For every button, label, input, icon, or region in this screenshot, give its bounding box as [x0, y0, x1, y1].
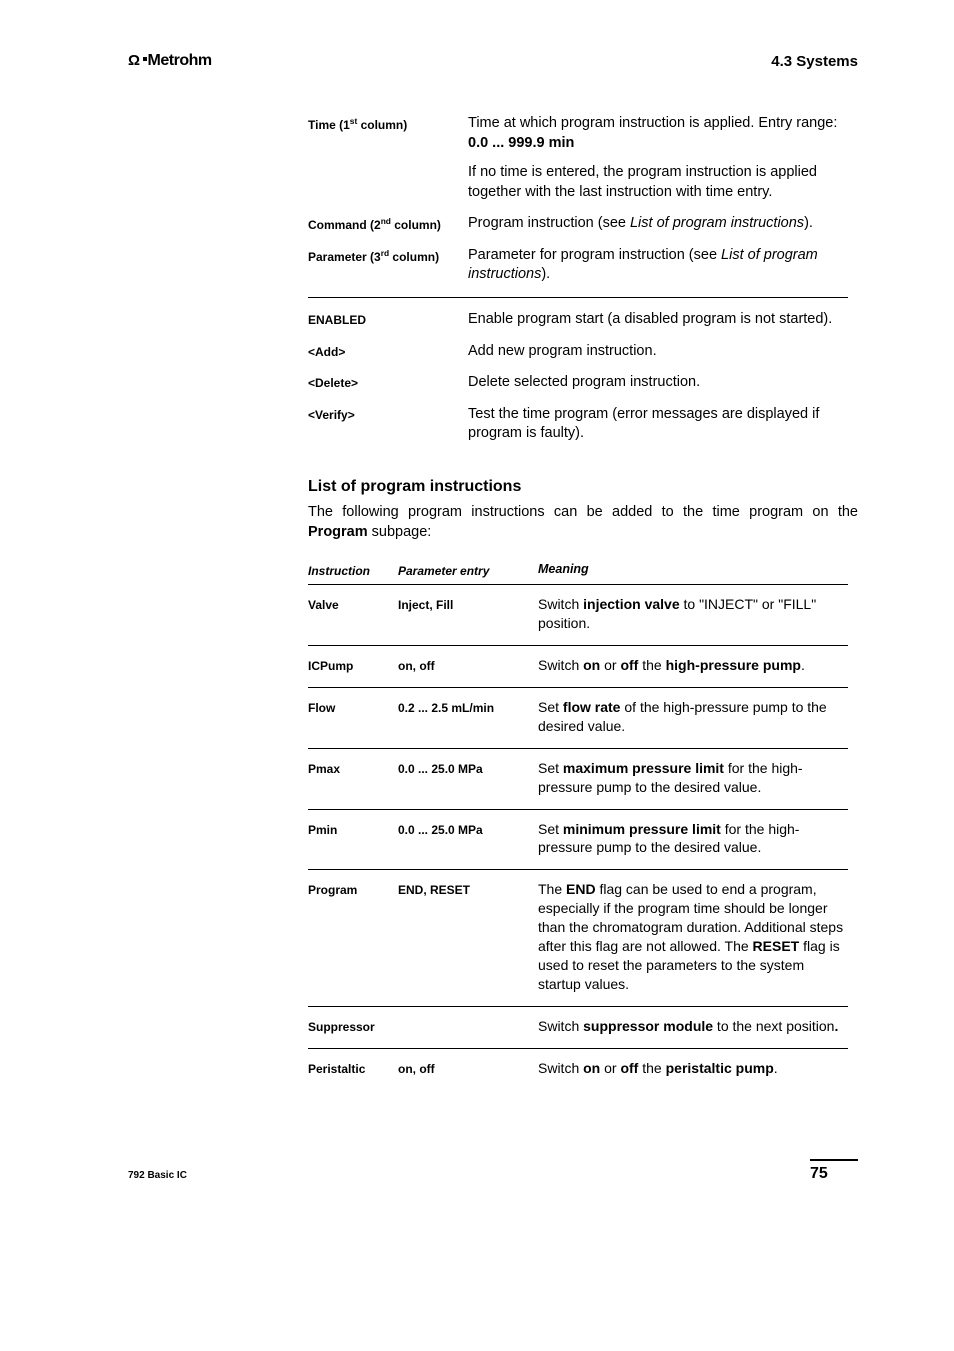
logo-dot-icon [143, 57, 147, 61]
cell-parameter [398, 1017, 538, 1036]
definition-row: Command (2nd column)Program instruction … [308, 214, 848, 234]
cell-meaning: The END flag can be used to end a progra… [538, 880, 848, 993]
table-row: ICPumpon, offSwitch on or off the high-p… [308, 645, 848, 687]
definition-description: Time at which program instruction is app… [468, 114, 848, 202]
section-reference: 4.3 Systems [771, 53, 858, 70]
definition-row: ENABLEDEnable program start (a disabled … [308, 310, 848, 330]
table-row: ProgramEND, RESETThe END flag can be use… [308, 869, 848, 1005]
page-header: Ω Metrohm 4.3 Systems [128, 52, 858, 70]
table-row: ValveInject, FillSwitch injection valve … [308, 584, 848, 645]
main-content: Time (1st column)Time at which program i… [128, 114, 858, 1089]
cell-instruction: Flow [308, 698, 398, 736]
definition-description: Add new program instruction. [468, 342, 848, 362]
table-row: Peristalticon, offSwitch on or off the p… [308, 1048, 848, 1090]
table-row: Pmax0.0 ... 25.0 MPaSet maximum pressure… [308, 748, 848, 809]
col-header-meaning: Meaning [538, 562, 848, 578]
footer-page-block: 75 [810, 1159, 858, 1183]
section-intro: The following program instructions can b… [308, 502, 858, 543]
cell-parameter: Inject, Fill [398, 595, 538, 633]
cell-instruction: Program [308, 880, 398, 993]
page-footer: 792 Basic IC 75 [128, 1159, 858, 1183]
instructions-table: Instruction Parameter entry Meaning Valv… [308, 562, 848, 1089]
cell-meaning: Switch injection valve to "INJECT" or "F… [538, 595, 848, 633]
cell-meaning: Switch on or off the high-pressure pump. [538, 656, 848, 675]
cell-instruction: Suppressor [308, 1017, 398, 1036]
definition-row: Time (1st column)Time at which program i… [308, 114, 848, 202]
table-row: Flow0.2 ... 2.5 mL/minSet flow rate of t… [308, 687, 848, 748]
table-row: Pmin0.0 ... 25.0 MPaSet minimum pressure… [308, 809, 848, 870]
footer-doc-title: 792 Basic IC [128, 1170, 187, 1181]
definition-description: Enable program start (a disabled program… [468, 310, 848, 330]
definition-row: <Verify>Test the time program (error mes… [308, 405, 848, 444]
brand-logo: Ω Metrohm [128, 52, 212, 70]
definition-divider [308, 297, 848, 298]
footer-rule [810, 1159, 858, 1161]
cell-instruction: ICPump [308, 656, 398, 675]
table-row: Suppressor Switch suppressor module to th… [308, 1006, 848, 1048]
col-header-instruction: Instruction [308, 562, 398, 578]
cell-instruction: Pmin [308, 820, 398, 858]
definition-term: Parameter (3rd column) [308, 246, 468, 285]
page: Ω Metrohm 4.3 Systems Time (1st column)Ti… [0, 0, 954, 1223]
cell-instruction: Valve [308, 595, 398, 633]
definition-row: <Delete>Delete selected program instruct… [308, 373, 848, 393]
definition-term: <Delete> [308, 373, 468, 393]
cell-instruction: Pmax [308, 759, 398, 797]
definition-term: Time (1st column) [308, 114, 468, 202]
brand-name: Metrohm [148, 52, 212, 70]
cell-parameter: 0.0 ... 25.0 MPa [398, 820, 538, 858]
cell-meaning: Set flow rate of the high-pressure pump … [538, 698, 848, 736]
section-heading: List of program instructions [308, 478, 858, 496]
definition-description: Test the time program (error messages ar… [468, 405, 848, 444]
definition-list: Time (1st column)Time at which program i… [308, 114, 848, 444]
page-number: 75 [810, 1165, 828, 1182]
definition-row: Parameter (3rd column)Parameter for prog… [308, 246, 848, 285]
cell-meaning: Set maximum pressure limit for the high-… [538, 759, 848, 797]
definition-term: <Add> [308, 342, 468, 362]
definition-row: <Add>Add new program instruction. [308, 342, 848, 362]
cell-parameter: END, RESET [398, 880, 538, 993]
cell-parameter: on, off [398, 656, 538, 675]
definition-term: Command (2nd column) [308, 214, 468, 234]
cell-instruction: Peristaltic [308, 1059, 398, 1078]
definition-term: ENABLED [308, 310, 468, 330]
cell-parameter: on, off [398, 1059, 538, 1078]
omega-icon: Ω [128, 52, 140, 69]
cell-meaning: Switch on or off the peristaltic pump. [538, 1059, 848, 1078]
cell-meaning: Set minimum pressure limit for the high-… [538, 820, 848, 858]
definition-term: <Verify> [308, 405, 468, 444]
definition-description: Delete selected program instruction. [468, 373, 848, 393]
col-header-parameter: Parameter entry [398, 562, 538, 578]
definition-description: Program instruction (see List of program… [468, 214, 848, 234]
cell-parameter: 0.2 ... 2.5 mL/min [398, 698, 538, 736]
cell-parameter: 0.0 ... 25.0 MPa [398, 759, 538, 797]
table-header-row: Instruction Parameter entry Meaning [308, 562, 848, 584]
definition-description: Parameter for program instruction (see L… [468, 246, 848, 285]
cell-meaning: Switch suppressor module to the next pos… [538, 1017, 848, 1036]
